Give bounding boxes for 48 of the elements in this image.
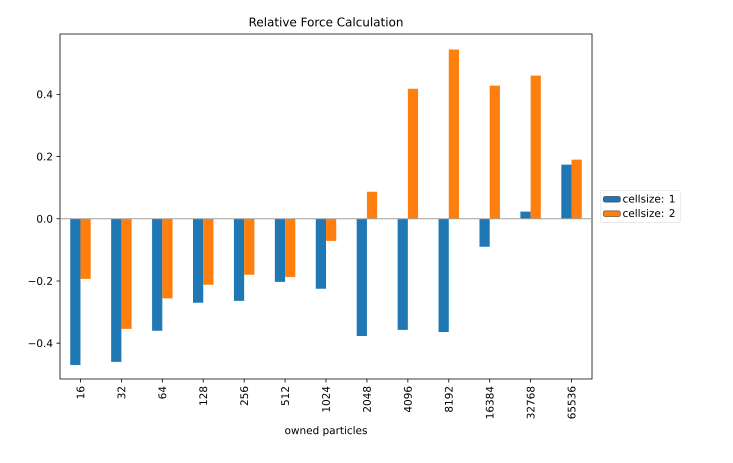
y-tick-label: 0.0 xyxy=(37,214,52,223)
x-tick-label: 4096 xyxy=(404,386,412,412)
bar xyxy=(285,218,296,277)
bar xyxy=(561,164,572,219)
x-tick-label: 65536 xyxy=(568,386,576,419)
x-tick-label: 32 xyxy=(117,387,126,399)
bar xyxy=(152,218,162,331)
y-tick-label: 0.4 xyxy=(37,90,52,98)
bar xyxy=(490,86,500,219)
bar xyxy=(111,218,122,362)
bar xyxy=(366,192,378,219)
bar xyxy=(203,218,214,285)
bar xyxy=(80,218,91,279)
bar xyxy=(244,218,254,275)
bar xyxy=(520,212,531,219)
y-tick-label: −0.2 xyxy=(28,277,52,285)
bar xyxy=(438,218,449,332)
x-tick-label: 1024 xyxy=(322,386,330,412)
bar xyxy=(326,218,336,241)
bar xyxy=(193,218,204,303)
x-tick-label: 16384 xyxy=(486,386,494,418)
bar xyxy=(530,76,541,219)
x-tick-label: 8192 xyxy=(444,387,453,412)
x-tick-label: 32768 xyxy=(526,386,535,418)
legend-label: cellsize: 1 xyxy=(623,194,674,203)
bar xyxy=(234,218,244,301)
bar xyxy=(408,88,418,219)
y-tick-label: 0.2 xyxy=(37,152,52,161)
bar xyxy=(316,218,326,289)
x-tick-label: 256 xyxy=(240,386,248,406)
x-tick-label: 512 xyxy=(281,387,290,406)
bar xyxy=(356,218,367,336)
x-tick-label: 2048 xyxy=(362,386,371,412)
x-tick-label: 16 xyxy=(76,386,84,398)
x-tick-label: 64 xyxy=(158,386,166,399)
bar xyxy=(479,218,490,247)
bar xyxy=(70,218,80,365)
x-axis-title: owned particles xyxy=(285,426,367,436)
bar xyxy=(274,218,286,282)
bar xyxy=(572,160,582,219)
chart-title: Relative Force Calculation xyxy=(250,17,402,26)
legend-label: cellsize: 2 xyxy=(623,208,674,218)
y-tick-label: −0.4 xyxy=(28,339,52,348)
bar xyxy=(162,218,173,298)
bar xyxy=(398,218,408,330)
bar xyxy=(448,50,460,219)
x-tick-label: 128 xyxy=(199,386,208,405)
bar xyxy=(121,218,132,329)
